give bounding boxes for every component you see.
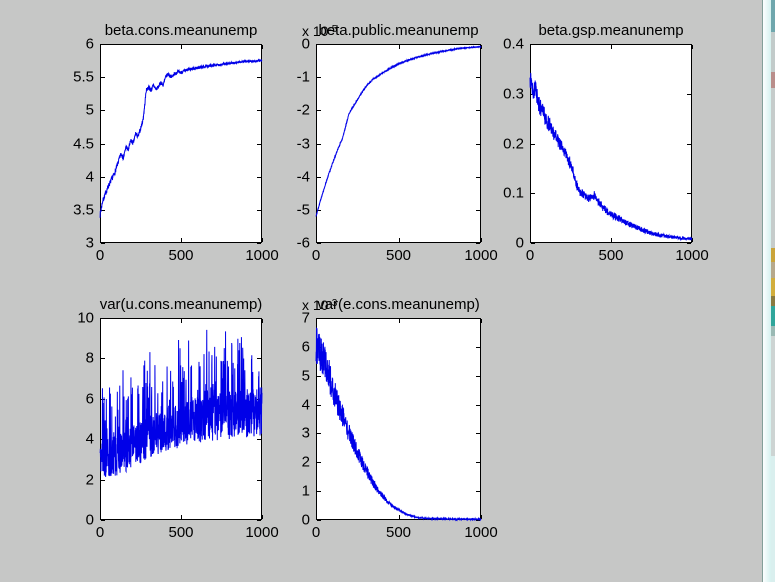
y-tick-label: 1	[301, 482, 310, 500]
y-tick-label: 0	[301, 511, 310, 529]
y-tick-label: -2	[296, 101, 310, 119]
x-tick-label: 1000	[245, 247, 279, 264]
desktop-edge-segment	[771, 326, 775, 336]
desktop-edge-segment	[771, 278, 775, 296]
y-tick-label: -4	[296, 168, 310, 186]
plot-axes	[529, 44, 693, 244]
y-tick-label: 4.5	[73, 135, 94, 152]
subplot-beta-cons-meanunemp: beta.cons.meanunemp 0 500 1000 3 3.5 4 4.5 5 5.5…	[73, 22, 279, 263]
y-tick-label: 5	[85, 101, 94, 119]
y-tick-label: 0	[85, 511, 94, 529]
subplot-beta-public-meanunemp: beta.public.meanunemp x 10-5 0 500 1000 -6-…	[297, 22, 498, 263]
x-tick-label: 500	[385, 524, 412, 541]
y-tick-label: 0.2	[503, 135, 524, 152]
x-tick-label: 0	[311, 524, 321, 541]
desktop-edge-sliver	[762, 0, 775, 582]
x-tick-label: 500	[385, 247, 412, 264]
y-tick-label: -6	[296, 234, 310, 252]
x-tick-label: 1000	[464, 524, 498, 541]
x-tick-label: 0	[95, 247, 105, 264]
desktop-edge-segment	[771, 296, 775, 306]
y-tick-label: 10	[77, 309, 94, 327]
y-tick-label: 0	[515, 234, 524, 252]
x-tick-label: 500	[168, 247, 194, 264]
y-tick-label: -3	[296, 135, 310, 152]
exponent-power: -3	[328, 298, 338, 309]
x-tick-label: 0	[525, 247, 535, 264]
y-tick-label: 6	[301, 338, 310, 356]
plot-title: beta.public.meanunemp	[318, 22, 479, 39]
plot-axes	[315, 44, 482, 244]
x-tick-label: 1000	[675, 247, 709, 264]
x-tick-label: 1000	[464, 247, 498, 264]
y-tick-label: 3.5	[73, 201, 94, 219]
plot-axes	[99, 318, 263, 521]
x-tick-label: 0	[95, 524, 105, 541]
y-tick-label: 7	[301, 309, 310, 327]
desktop-edge-segment	[771, 336, 775, 456]
y-tick-label: 8	[85, 349, 94, 367]
x-tick-label: 500	[168, 524, 194, 541]
y-tick-label: 2	[301, 453, 310, 471]
plot-axes	[99, 44, 263, 244]
desktop-edge-segment	[771, 32, 775, 72]
desktop-edge-segment	[771, 262, 775, 278]
desktop-edge-segment	[771, 88, 775, 248]
y-tick-label: 0.3	[503, 85, 524, 103]
desktop-edge-segment	[771, 306, 775, 326]
y-tick-label: 5	[301, 367, 310, 385]
y-tick-label: 4	[85, 168, 94, 186]
plot-title: var(e.cons.meanunemp)	[317, 296, 480, 313]
window-border	[762, 0, 763, 582]
plot-axes	[315, 318, 482, 522]
plot-title: var(u.cons.meanunemp)	[99, 296, 263, 313]
desktop-edge-segment	[771, 0, 775, 32]
y-tick-label: 4	[301, 396, 310, 414]
x-tick-label: 500	[598, 247, 624, 264]
y-tick-label: 6	[85, 390, 94, 408]
y-tick-label: -1	[296, 68, 310, 86]
subplot-beta-gsp-meanunemp: beta.gsp.meanunemp 0 500 1000 0 0.1 0.2 0.3 0.4	[503, 22, 709, 263]
y-tick-label: 0.4	[503, 35, 524, 53]
y-tick-label: 0	[301, 35, 310, 53]
desktop-edge-segment	[771, 248, 775, 262]
plot-title: beta.cons.meanunemp	[104, 22, 258, 39]
desktop-strip	[763, 0, 771, 582]
desktop-edge-segment	[771, 72, 775, 88]
y-tick-label: 5.5	[73, 68, 94, 86]
exponent-power: -5	[328, 24, 338, 35]
y-axis-exponent-label: x 10-5	[302, 23, 337, 39]
y-tick-label: 4	[85, 430, 94, 448]
subplot-var-e-cons-meanunemp: var(e.cons.meanunemp) x 10-3 0 500 1000 0 1 2…	[302, 296, 498, 540]
plot-title: beta.gsp.meanunemp	[538, 22, 684, 39]
subplot-var-u-cons-meanunemp: var(u.cons.meanunemp) 0 500 1000 0 2 4 6 8 10	[77, 296, 278, 540]
y-tick-label: 6	[85, 35, 94, 53]
desktop-icons-column	[771, 0, 775, 582]
y-axis-exponent-label: x 10-3	[302, 297, 337, 313]
exponent-base: x 10	[302, 23, 329, 39]
x-tick-label: 1000	[245, 524, 279, 541]
x-tick-label: 0	[311, 247, 321, 264]
exponent-base: x 10	[302, 297, 329, 313]
y-tick-label: 2	[85, 471, 94, 489]
y-tick-label: 0.1	[503, 184, 524, 202]
y-tick-label: -5	[296, 201, 310, 219]
desktop-edge-segment	[771, 456, 775, 582]
y-tick-label: 3	[301, 424, 310, 442]
y-tick-label: 3	[85, 234, 94, 252]
